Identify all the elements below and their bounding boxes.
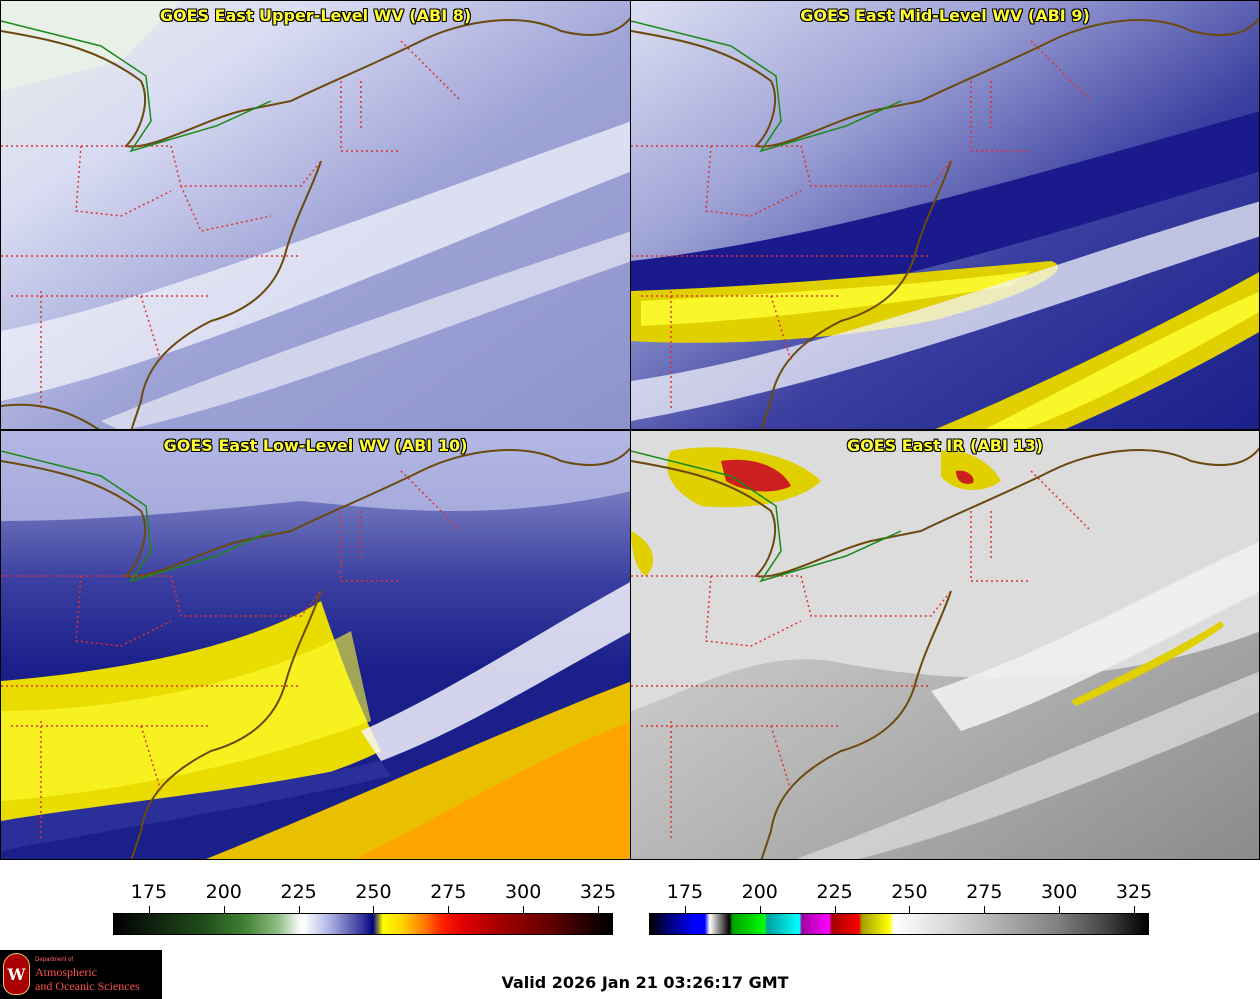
- colorbar-tick-mark: [834, 906, 836, 913]
- panel-title: GOES East IR (ABI 13): [846, 436, 1044, 455]
- ir-colorbar: 175 200 225 250 275 300 325: [649, 875, 1153, 937]
- ir-colorbar-strip: [649, 913, 1149, 935]
- logo-department: Department of: [35, 957, 74, 963]
- colorbar-tick-mark: [448, 906, 450, 913]
- colorbar-tick-mark: [759, 906, 761, 913]
- logo-line2: and Oceanic Sciences: [35, 979, 140, 993]
- low-level-wv-image: [1, 431, 630, 859]
- wv-colorbar-strip: [113, 913, 613, 935]
- logo-line1: Atmospheric: [35, 965, 97, 979]
- colorbar-tick-mark: [298, 906, 300, 913]
- mid-level-wv-panel: GOES East Mid-Level WV (ABI 9): [630, 0, 1260, 430]
- colorbar-tick-label: 325: [1115, 881, 1153, 903]
- colorbar-tick-label: 250: [355, 881, 392, 903]
- ir-panel: GOES East IR (ABI 13): [630, 430, 1260, 860]
- colorbar-tick-mark: [373, 906, 375, 913]
- aos-logo: W Department of Atmospheric and Oceanic …: [0, 950, 162, 999]
- colorbar-tick-mark: [523, 906, 525, 913]
- wv-colorbar-ticks: 175 200 225 250 275 300 325: [113, 875, 617, 913]
- uw-seal-icon: W: [3, 953, 30, 995]
- colorbar-tick-label: 275: [430, 881, 467, 903]
- colorbar-tick-label: 325: [579, 881, 617, 903]
- upper-level-wv-panel: GOES East Upper-Level WV (ABI 8): [0, 0, 631, 430]
- colorbar-tick-mark: [148, 906, 150, 913]
- valid-time: Valid 2026 Jan 21 03:26:17 GMT: [501, 973, 789, 992]
- colorbar-tick-mark: [909, 906, 911, 913]
- colorbar-tick-mark: [984, 906, 986, 913]
- ir-image: [631, 431, 1259, 859]
- colorbar-tick-mark: [1134, 906, 1136, 913]
- panel-title: GOES East Low-Level WV (ABI 10): [163, 436, 468, 455]
- low-level-wv-panel: GOES East Low-Level WV (ABI 10): [0, 430, 631, 860]
- colorbar-tick-label: 225: [816, 881, 853, 903]
- colorbar-tick-mark: [684, 906, 686, 913]
- colorbar-tick-label: 225: [280, 881, 317, 903]
- colorbar-tick-label: 175: [130, 881, 168, 903]
- colorbar-tick-label: 300: [1041, 881, 1078, 903]
- colorbar-tick-label: 300: [505, 881, 542, 903]
- colorbar-tick-mark: [223, 906, 225, 913]
- panel-title: GOES East Mid-Level WV (ABI 9): [800, 6, 1090, 25]
- colorbar-tick-label: 175: [666, 881, 704, 903]
- colorbar-tick-label: 200: [205, 881, 242, 903]
- colorbar-tick-mark: [1059, 906, 1061, 913]
- mid-level-wv-image: [631, 1, 1259, 429]
- upper-level-wv-image: [1, 1, 630, 429]
- colorbar-tick-label: 250: [891, 881, 928, 903]
- colorbar-tick-mark: [598, 906, 600, 913]
- colorbar-tick-label: 275: [966, 881, 1003, 903]
- wv-colorbar: 175 200 225 250 275 300 325: [113, 875, 617, 937]
- colorbar-tick-label: 200: [741, 881, 778, 903]
- ir-colorbar-ticks: 175 200 225 250 275 300 325: [649, 875, 1153, 913]
- panel-title: GOES East Upper-Level WV (ABI 8): [159, 6, 472, 25]
